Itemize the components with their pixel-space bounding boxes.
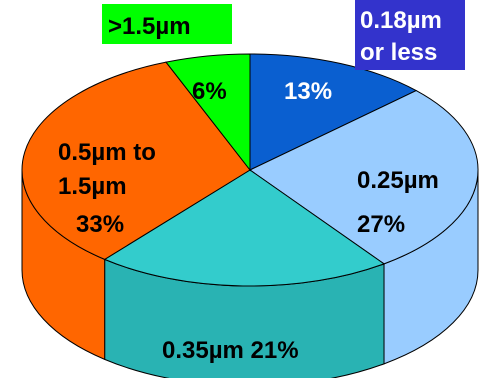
- label-025-name: 0.25µm: [357, 167, 439, 194]
- label-box-018: [355, 0, 465, 70]
- label-15-pct: 6%: [192, 78, 227, 105]
- pie-slice-1: [249, 90, 479, 265]
- label-05-line1: 0.5µm to: [58, 139, 156, 166]
- label-05-pct: 33%: [76, 211, 124, 238]
- pie-tops: [21, 53, 479, 287]
- pie-slice-3: [21, 61, 251, 260]
- pie-labels: 0.18µm or less 13% >1.5µm 6% 0.5µm to 1.…: [58, 0, 465, 364]
- label-box-15: [102, 4, 232, 44]
- label-018-line1: 0.18µm: [360, 7, 442, 34]
- label-018-pct: 13%: [284, 78, 332, 105]
- pie-slice-4: [165, 53, 251, 172]
- pie-sides: [21, 169, 479, 378]
- label-035: 0.35µm 21%: [162, 337, 299, 364]
- label-15-name: >1.5µm: [108, 13, 191, 40]
- label-05-line2: 1.5µm: [58, 173, 127, 200]
- label-025-pct: 27%: [357, 211, 405, 238]
- pie-slice-2: [103, 169, 386, 287]
- label-018-line2: or less: [360, 39, 437, 66]
- pie-slice-0: [249, 53, 418, 171]
